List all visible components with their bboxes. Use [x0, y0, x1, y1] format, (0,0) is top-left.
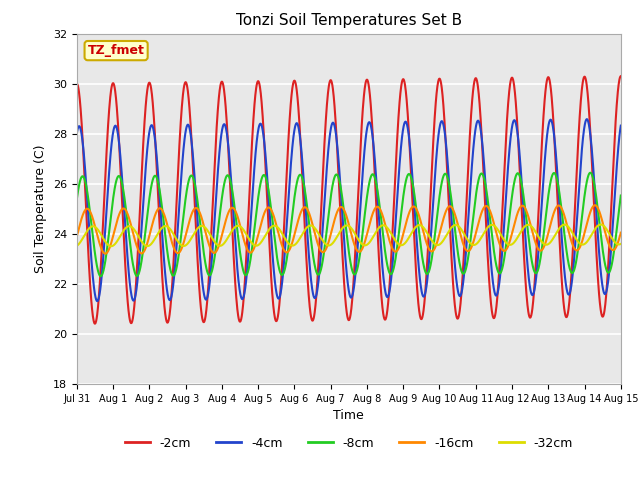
X-axis label: Time: Time: [333, 409, 364, 422]
Title: Tonzi Soil Temperatures Set B: Tonzi Soil Temperatures Set B: [236, 13, 462, 28]
Y-axis label: Soil Temperature (C): Soil Temperature (C): [35, 144, 47, 273]
Legend: -2cm, -4cm, -8cm, -16cm, -32cm: -2cm, -4cm, -8cm, -16cm, -32cm: [120, 432, 578, 455]
Text: TZ_fmet: TZ_fmet: [88, 44, 145, 57]
